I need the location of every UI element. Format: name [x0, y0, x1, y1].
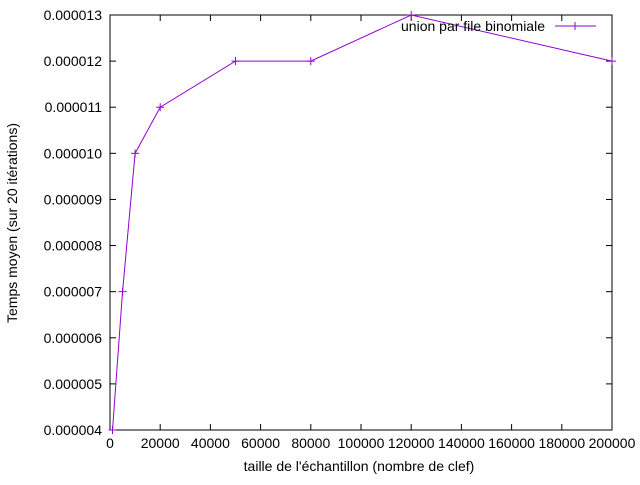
- y-tick-label: 0.000013: [44, 7, 103, 23]
- y-tick-label: 0.000005: [44, 376, 103, 392]
- x-tick-label: 140000: [438, 435, 485, 451]
- axes-layer: 0 20000 40000 60000 80000 100000 120000 140000 1…: [44, 7, 636, 451]
- y-tick-label: 0.000010: [44, 145, 103, 161]
- legend: union par file binomiale: [401, 18, 596, 34]
- legend-marker: [571, 22, 579, 30]
- x-tick-label: 20000: [141, 435, 180, 451]
- data-point-marker: [118, 287, 127, 296]
- y-tick-label: 0.000008: [44, 238, 103, 254]
- y-tick-label: 0.000006: [44, 330, 103, 346]
- y-tick-label: 0.000009: [44, 191, 103, 207]
- x-axis-label: taille de l'échantillon (nombre de clef): [244, 458, 475, 474]
- y-tick-label: 0.000004: [44, 422, 103, 438]
- x-tick-label: 180000: [538, 435, 585, 451]
- y-tick-label: 0.000012: [44, 53, 103, 69]
- x-tick-label: 120000: [388, 435, 435, 451]
- legend-label: union par file binomiale: [401, 18, 545, 34]
- x-tick-label: 80000: [291, 435, 330, 451]
- x-tick-label: 200000: [589, 435, 636, 451]
- x-tick-label: 60000: [241, 435, 280, 451]
- data-point-marker: [608, 57, 616, 66]
- data-point-marker: [156, 103, 165, 112]
- data-point-marker: [407, 11, 416, 19]
- x-tick-label: 40000: [191, 435, 230, 451]
- y-tick-label: 0.000007: [44, 284, 103, 300]
- x-tick-label: 100000: [338, 435, 385, 451]
- series-line: [112, 14, 613, 431]
- x-tick-label: 160000: [488, 435, 535, 451]
- plot-frame: [109, 14, 613, 431]
- data-point-marker: [306, 57, 315, 66]
- y-axis-label: Temps moyen (sur 20 itérations): [4, 123, 20, 323]
- data-point-marker: [131, 149, 140, 158]
- data-point-marker: [231, 57, 240, 66]
- y-tick-label: 0.000011: [45, 99, 103, 115]
- data-point-marker: [108, 426, 117, 434]
- series-layer: [108, 11, 616, 434]
- x-tick-label: 0: [106, 435, 114, 451]
